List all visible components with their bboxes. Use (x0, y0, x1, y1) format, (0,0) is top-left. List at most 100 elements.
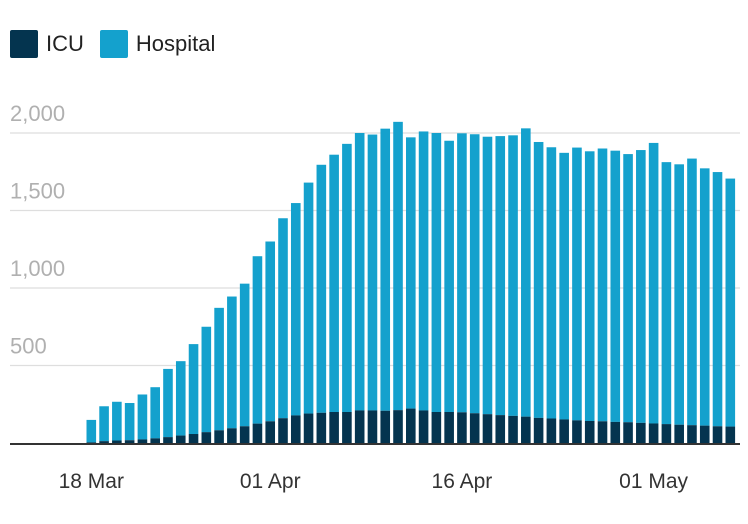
hospital-bar (648, 142, 659, 424)
hospital-bar (124, 403, 135, 441)
icu-bar (661, 424, 672, 443)
hospital-bar (661, 162, 672, 425)
legend-item-icu[interactable]: ICU (10, 30, 84, 58)
icu-bar (124, 440, 135, 443)
icu-bar (623, 422, 633, 443)
icu-bar (406, 408, 416, 443)
hospital-bar (469, 134, 480, 414)
icu-bar (188, 434, 199, 443)
icu-bar (418, 410, 429, 443)
hospital-bar (303, 182, 314, 414)
icu-bar (367, 410, 378, 443)
hospital-bar (636, 150, 646, 423)
hospital-bar (533, 141, 544, 418)
hospital-bar (712, 172, 723, 427)
icu-bar (521, 416, 531, 443)
icu-bar (290, 415, 301, 443)
x-tick-label: 16 Apr (432, 470, 493, 493)
hospital-bar (725, 178, 736, 427)
icu-bar (214, 430, 224, 443)
hospital-bar (99, 406, 109, 442)
icu-bar (227, 428, 237, 443)
hospital-bar (278, 218, 288, 419)
icu-bar (201, 432, 212, 443)
hospital-bar (572, 147, 582, 421)
icu-bar (252, 423, 263, 443)
hospital-bar (699, 168, 710, 426)
icu-bar (546, 418, 557, 443)
hospital-bar (457, 133, 467, 413)
icu-bar (316, 412, 327, 443)
icu-bar (86, 442, 97, 443)
hospital-bar (444, 140, 454, 412)
hospital-bar (265, 241, 276, 422)
hospital-bar (610, 150, 621, 422)
legend-item-hospital[interactable]: Hospital (99, 30, 216, 58)
hospital-bar (137, 394, 148, 440)
icu-bar (482, 414, 493, 443)
icu-bar (572, 420, 582, 443)
icu-legend-label: ICU (46, 31, 84, 56)
hospital-bar (367, 134, 378, 411)
icu-bar (112, 440, 122, 443)
icu-bar (508, 415, 518, 443)
x-tick-label: 18 Mar (59, 470, 124, 493)
hospital-bar (482, 136, 493, 415)
hospital-bar (329, 154, 339, 412)
icu-bar (533, 417, 544, 443)
y-tick-label: 2,000 (10, 101, 65, 126)
hospital-bar (227, 296, 237, 429)
icu-bar (303, 413, 314, 443)
icu-bar (431, 412, 442, 443)
icu-bar (584, 420, 595, 443)
hospital-bar (559, 152, 569, 420)
icu-bar (687, 425, 697, 443)
icu-bar (648, 423, 659, 443)
icu-bar (175, 435, 186, 443)
hospital-bar (687, 158, 697, 426)
x-tick-label: 01 May (619, 470, 688, 493)
icu-bar (674, 424, 684, 443)
y-tick-label: 1,000 (10, 256, 65, 281)
icu-bar (137, 439, 148, 443)
hospital-bar (86, 419, 97, 443)
hospital-bar (495, 136, 506, 416)
hospital-bar (393, 121, 403, 411)
hospital-bar (431, 133, 442, 412)
icu-bar (699, 425, 710, 443)
icu-bar (712, 426, 723, 443)
hospital-bar (239, 283, 250, 427)
hospital-bar (201, 326, 212, 433)
icu-bar (725, 426, 736, 443)
icu-bar (163, 437, 173, 443)
hospital-legend-label: Hospital (135, 31, 216, 56)
y-tick-label: 1,500 (10, 179, 65, 204)
icu-bar (495, 415, 506, 443)
icu-bar (636, 422, 646, 443)
icu-bar (469, 413, 480, 443)
hospital-bar (674, 164, 684, 425)
hospital-bar (163, 368, 173, 438)
icu-bar (380, 410, 391, 443)
hospital-bar (584, 151, 595, 421)
icu-bar (597, 421, 608, 443)
icu-bar (99, 441, 109, 443)
hospital-bar (597, 148, 608, 422)
hospital-bar (354, 133, 365, 411)
icu-swatch (10, 30, 38, 58)
icu-bar (265, 421, 276, 443)
icu-bar (329, 412, 339, 443)
hospital-bar (342, 143, 352, 412)
hospital-bar (188, 344, 199, 435)
hospital-bar (380, 128, 391, 411)
hospital-bar (521, 128, 531, 417)
hospital-bar (112, 401, 122, 441)
hospital-bar (290, 203, 301, 416)
hospital-bar (546, 147, 557, 419)
legend: ICU Hospital (10, 30, 231, 58)
icu-bar (342, 412, 352, 443)
hospital-bar (150, 387, 160, 439)
hospital-bar (623, 154, 633, 423)
icu-bar (354, 410, 365, 443)
